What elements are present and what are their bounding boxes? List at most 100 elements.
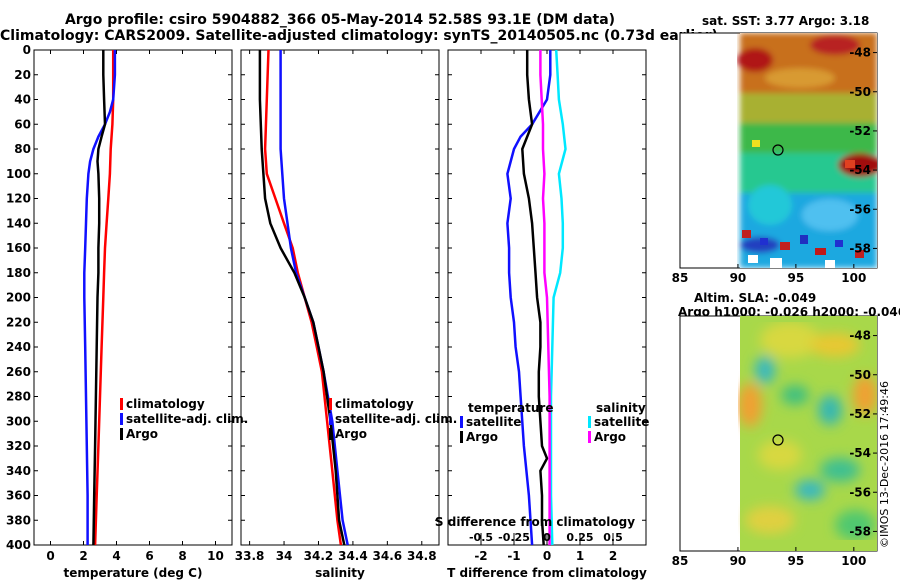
legend-swatch (460, 431, 463, 443)
y-tick-label: 100 (6, 167, 31, 181)
legend-swatch (588, 431, 591, 443)
y-tick-label: 40 (14, 93, 31, 107)
profile-charts: 0204060801001201401601802002202402602803… (6, 43, 649, 580)
map-y-tick-label: -58 (849, 241, 871, 255)
x-tick-label: 34.8 (407, 549, 437, 563)
x-tick-label: 6 (145, 549, 153, 563)
legend-swatch (329, 398, 332, 410)
y-tick-label: 160 (6, 241, 31, 255)
salinity-xlabel: salinity (315, 566, 365, 580)
map-y-tick-label: -56 (849, 202, 871, 216)
temperature-series-argo (92, 50, 107, 545)
map-y-tick-label: -52 (849, 407, 871, 421)
legend-s-label: satellite (594, 415, 649, 429)
salinity-series-satellite-adj-clim- (279, 50, 349, 545)
map-y-tick-label: -56 (849, 485, 871, 499)
x2-tick-label: 0.5 (603, 531, 623, 544)
x-tick-label: 34.6 (373, 549, 403, 563)
map-y-tick-label: -50 (849, 85, 871, 99)
legend-t-label: Argo (466, 430, 498, 444)
x-tick-label: 4 (112, 549, 120, 563)
difference-series-argo-t (521, 50, 549, 545)
y-tick-label: 140 (6, 216, 31, 230)
y-tick-label: 240 (6, 340, 31, 354)
map-y-tick-label: -48 (849, 46, 871, 60)
x-tick-label: 34.2 (304, 549, 334, 563)
temperature-xlabel: temperature (deg C) (64, 566, 203, 580)
x2-tick-label: 0.25 (566, 531, 593, 544)
map-x-tick-label: 90 (730, 554, 747, 568)
y-tick-label: 200 (6, 291, 31, 305)
x-tick-label: 2 (79, 549, 87, 563)
sst-panel-title: sat. SST: 3.77 Argo: 3.18 (702, 14, 870, 28)
difference-series-satellite-s (549, 50, 567, 545)
map-x-tick-label: 90 (730, 271, 747, 285)
x2-tick-label: -0.25 (498, 531, 530, 544)
salinity-series-climatology (263, 50, 343, 545)
map-y-tick-label: -54 (849, 446, 871, 460)
y-tick-label: 0 (23, 43, 31, 57)
legend-swatch (120, 428, 123, 440)
map-y-tick-label: -52 (849, 124, 871, 138)
map-x-tick-label: 85 (672, 271, 689, 285)
map-x-tick-label: 100 (841, 554, 866, 568)
legend-t-label: satellite (466, 415, 521, 429)
legend-swatch (120, 413, 123, 425)
temperature-plot-frame (33, 49, 233, 546)
legend-swatch (460, 416, 463, 428)
x-tick-label: 2 (609, 549, 617, 563)
legend-swatch (329, 413, 332, 425)
map-x-tick-label: 100 (841, 271, 866, 285)
argo-position-marker (772, 144, 784, 156)
y-tick-label: 80 (14, 142, 31, 156)
chart-title-line1: Argo profile: csiro 5904882_366 05-May-2… (64, 12, 616, 28)
y-tick-label: 180 (6, 266, 31, 280)
y-tick-label: 20 (14, 68, 31, 82)
map-y-tick-label: -58 (849, 524, 871, 538)
legend-label: climatology (126, 397, 205, 411)
map-x-tick-label: 95 (788, 271, 805, 285)
legend-s-title: salinity (596, 401, 646, 415)
y-tick-label: 320 (6, 439, 31, 453)
map-y-tick-label: -48 (849, 329, 871, 343)
legend-t-title: temperature (468, 401, 553, 415)
legend-swatch (120, 398, 123, 410)
sla-panel-title-1: Altim. SLA: -0.049 (694, 291, 817, 305)
sst-map: -48 -50 -52 -54 -56 -58 85 90 95 100 (672, 32, 878, 285)
legend-label: satellite-adj. clim. (126, 412, 248, 426)
legend-label: climatology (335, 397, 414, 411)
y-tick-label: 360 (6, 489, 31, 503)
legend-s-label: Argo (594, 430, 626, 444)
y-tick-label: 400 (6, 538, 31, 552)
x2-tick-label: 0 (543, 531, 551, 544)
map-x-tick-label: 95 (788, 554, 805, 568)
map-x-tick-label: 85 (672, 554, 689, 568)
chart-title-line2: Climatology: CARS2009. Satellite-adjuste… (0, 28, 718, 44)
legend-label: Argo (335, 427, 367, 441)
argo-position-marker-sla (772, 434, 784, 446)
legend-swatch (588, 416, 591, 428)
map-y-tick-label: -50 (849, 368, 871, 382)
x-tick-label: 34.4 (338, 549, 368, 563)
temperature-series-satellite-adj-clim- (83, 50, 117, 545)
x-tick-label: 8 (178, 549, 186, 563)
map-y-tick-label: -54 (849, 163, 871, 177)
salinity-plot-frame (240, 49, 440, 546)
difference-series-argo-s (539, 50, 551, 545)
x-tick-label: 34 (276, 549, 293, 563)
x-tick-label: 10 (207, 549, 224, 563)
difference-x2label: S difference from climatology (435, 515, 635, 529)
y-tick-label: 120 (6, 192, 31, 206)
y-tick-label: 60 (14, 117, 31, 131)
y-tick-label: 340 (6, 464, 31, 478)
sla-map: -48 -50 -52 -54 -56 -58 85 90 95 100 ©IMOS 13-Dec… (672, 315, 891, 568)
difference-xlabel: T difference from climatology (447, 566, 647, 580)
x-tick-label: -1 (507, 549, 520, 563)
y-tick-label: 380 (6, 513, 31, 527)
y-tick-label: 260 (6, 365, 31, 379)
legend-swatch (329, 428, 332, 440)
x2-tick-label: -0.5 (469, 531, 493, 544)
y-tick-label: 300 (6, 414, 31, 428)
legend-label: Argo (126, 427, 158, 441)
